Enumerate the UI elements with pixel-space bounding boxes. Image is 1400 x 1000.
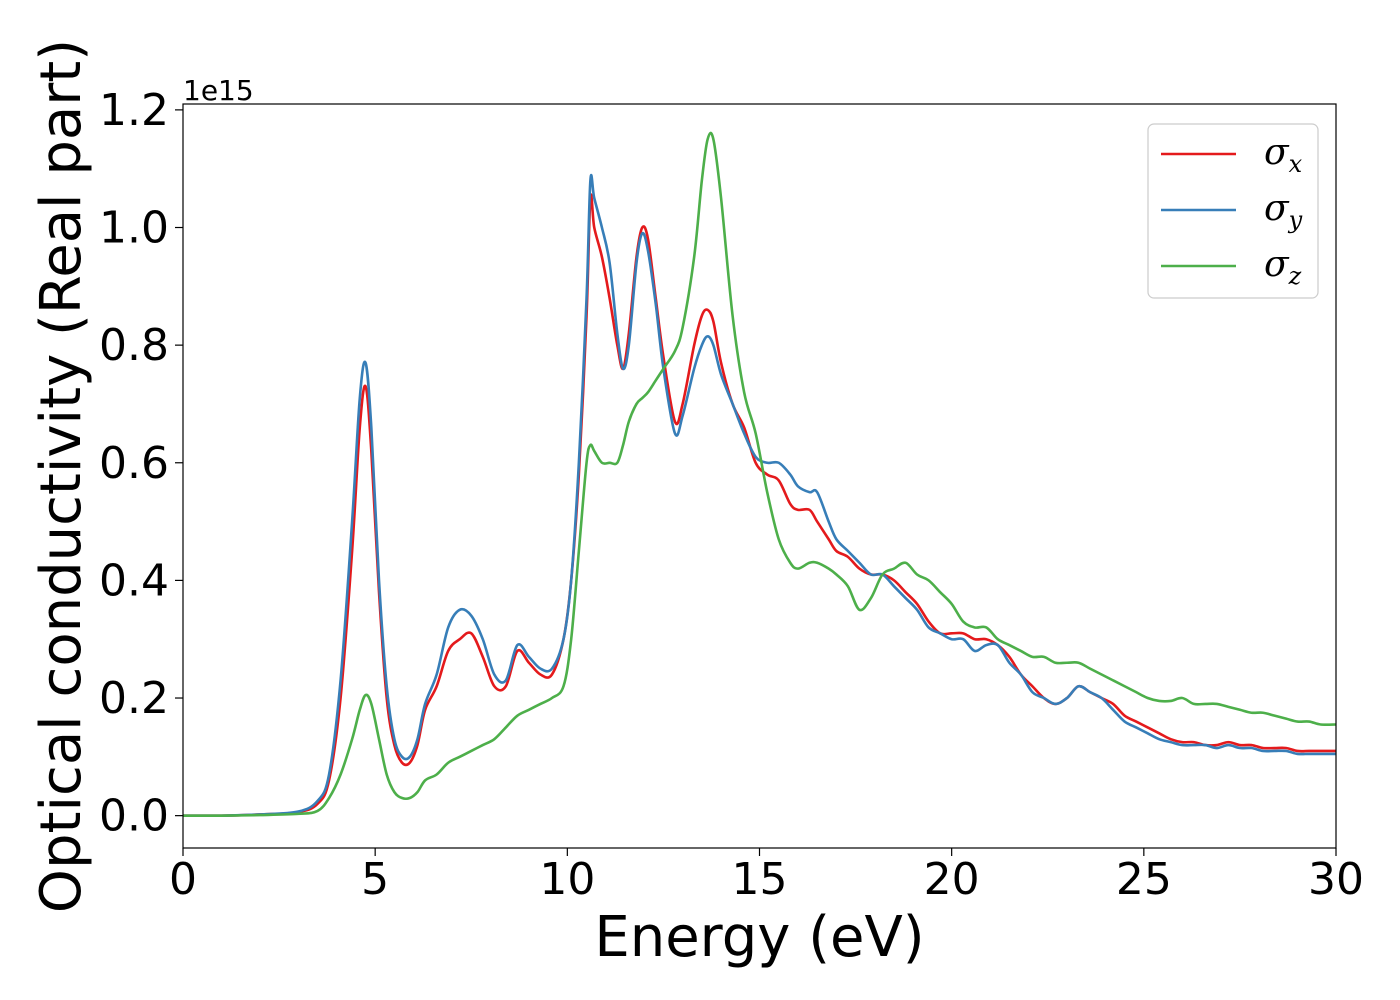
ticks-layer: 0 5 10 15 20 25 30 0.0 0.2 0.4 0.6 0.8 1.0 1.2 bbox=[99, 85, 1364, 905]
y-tick-label: 0.4 bbox=[99, 555, 169, 606]
legend-label-sigma-x: σx bbox=[1264, 132, 1303, 178]
x-axis-label: Energy (eV) bbox=[594, 905, 924, 970]
series-line-sigma-z bbox=[183, 131, 1336, 817]
legend: σx σy σz bbox=[1147, 123, 1319, 299]
y-axis-label: Optical conductivity (Real part) bbox=[29, 39, 94, 913]
x-tick-label: 25 bbox=[1116, 854, 1172, 905]
series-line-sigma-y bbox=[183, 173, 1336, 818]
x-tick-label: 30 bbox=[1308, 854, 1364, 905]
x-tick-label: 10 bbox=[539, 854, 595, 905]
y-axis-offset-label: 1e15 bbox=[183, 74, 254, 107]
y-tick-label: 0.6 bbox=[99, 438, 169, 489]
x-tick-label: 15 bbox=[732, 854, 788, 905]
x-tick-label: 0 bbox=[169, 854, 197, 905]
x-tick-label: 20 bbox=[924, 854, 980, 905]
y-tick-label: 0.0 bbox=[99, 791, 169, 842]
y-tick-label: 0.8 bbox=[99, 320, 169, 371]
y-tick-label: 1.2 bbox=[99, 85, 169, 136]
series-line-sigma-x bbox=[183, 193, 1336, 818]
legend-label-sigma-z: σz bbox=[1264, 244, 1302, 290]
x-tick-label: 5 bbox=[361, 854, 389, 905]
legend-label-sigma-y: σy bbox=[1264, 188, 1303, 234]
y-tick-label: 1.0 bbox=[99, 203, 169, 254]
series-layer bbox=[183, 131, 1336, 818]
y-tick-label: 0.2 bbox=[99, 673, 169, 724]
